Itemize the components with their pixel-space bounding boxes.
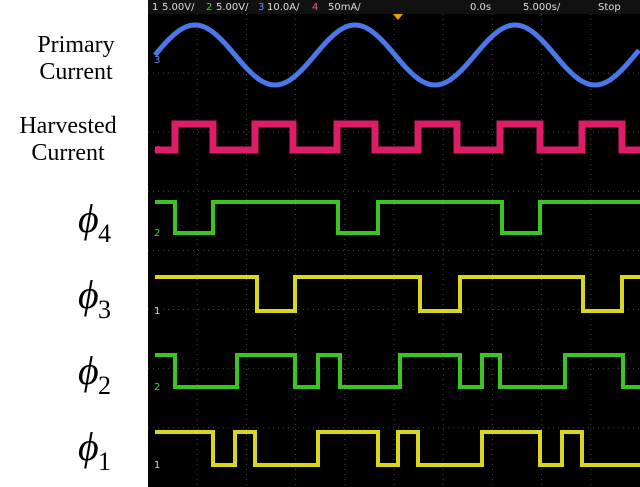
status-item: 4 — [312, 2, 318, 13]
status-item: 2 — [206, 2, 212, 13]
status-item: 10.0A/ — [267, 2, 300, 13]
channel-marker: 1 — [154, 306, 160, 317]
phase-symbol: ϕ — [78, 272, 99, 317]
phase-symbol: ϕ — [78, 196, 99, 241]
channel-marker: 3 — [154, 55, 160, 66]
phase-subscript: 1 — [98, 447, 111, 476]
status-item: 50mA/ — [328, 2, 361, 13]
status-item: 5.000s/ — [523, 2, 561, 13]
channel-marker: 2 — [154, 228, 160, 239]
phase-subscript: 2 — [98, 371, 111, 400]
label: Current — [39, 59, 113, 85]
status-item: 5.00V/ — [162, 2, 195, 13]
label: Harvested — [19, 113, 116, 139]
status-item: 1 — [152, 2, 158, 13]
status-item: 3 — [258, 2, 264, 13]
channel-marker: 1 — [154, 460, 160, 471]
phase-symbol: ϕ — [78, 424, 99, 469]
phase-subscript: 3 — [98, 295, 111, 324]
status-item: 5.00V/ — [216, 2, 249, 13]
figure: Primary Current Harvested Current ϕ 4 ϕ … — [0, 0, 640, 487]
label: Current — [31, 140, 105, 166]
status-item: Stop — [598, 2, 621, 13]
label: Primary — [37, 32, 114, 58]
phase-symbol: ϕ — [78, 348, 99, 393]
status-item: 0.0s — [470, 2, 491, 13]
channel-marker: 2 — [154, 382, 160, 393]
phase-subscript: 4 — [98, 219, 111, 248]
